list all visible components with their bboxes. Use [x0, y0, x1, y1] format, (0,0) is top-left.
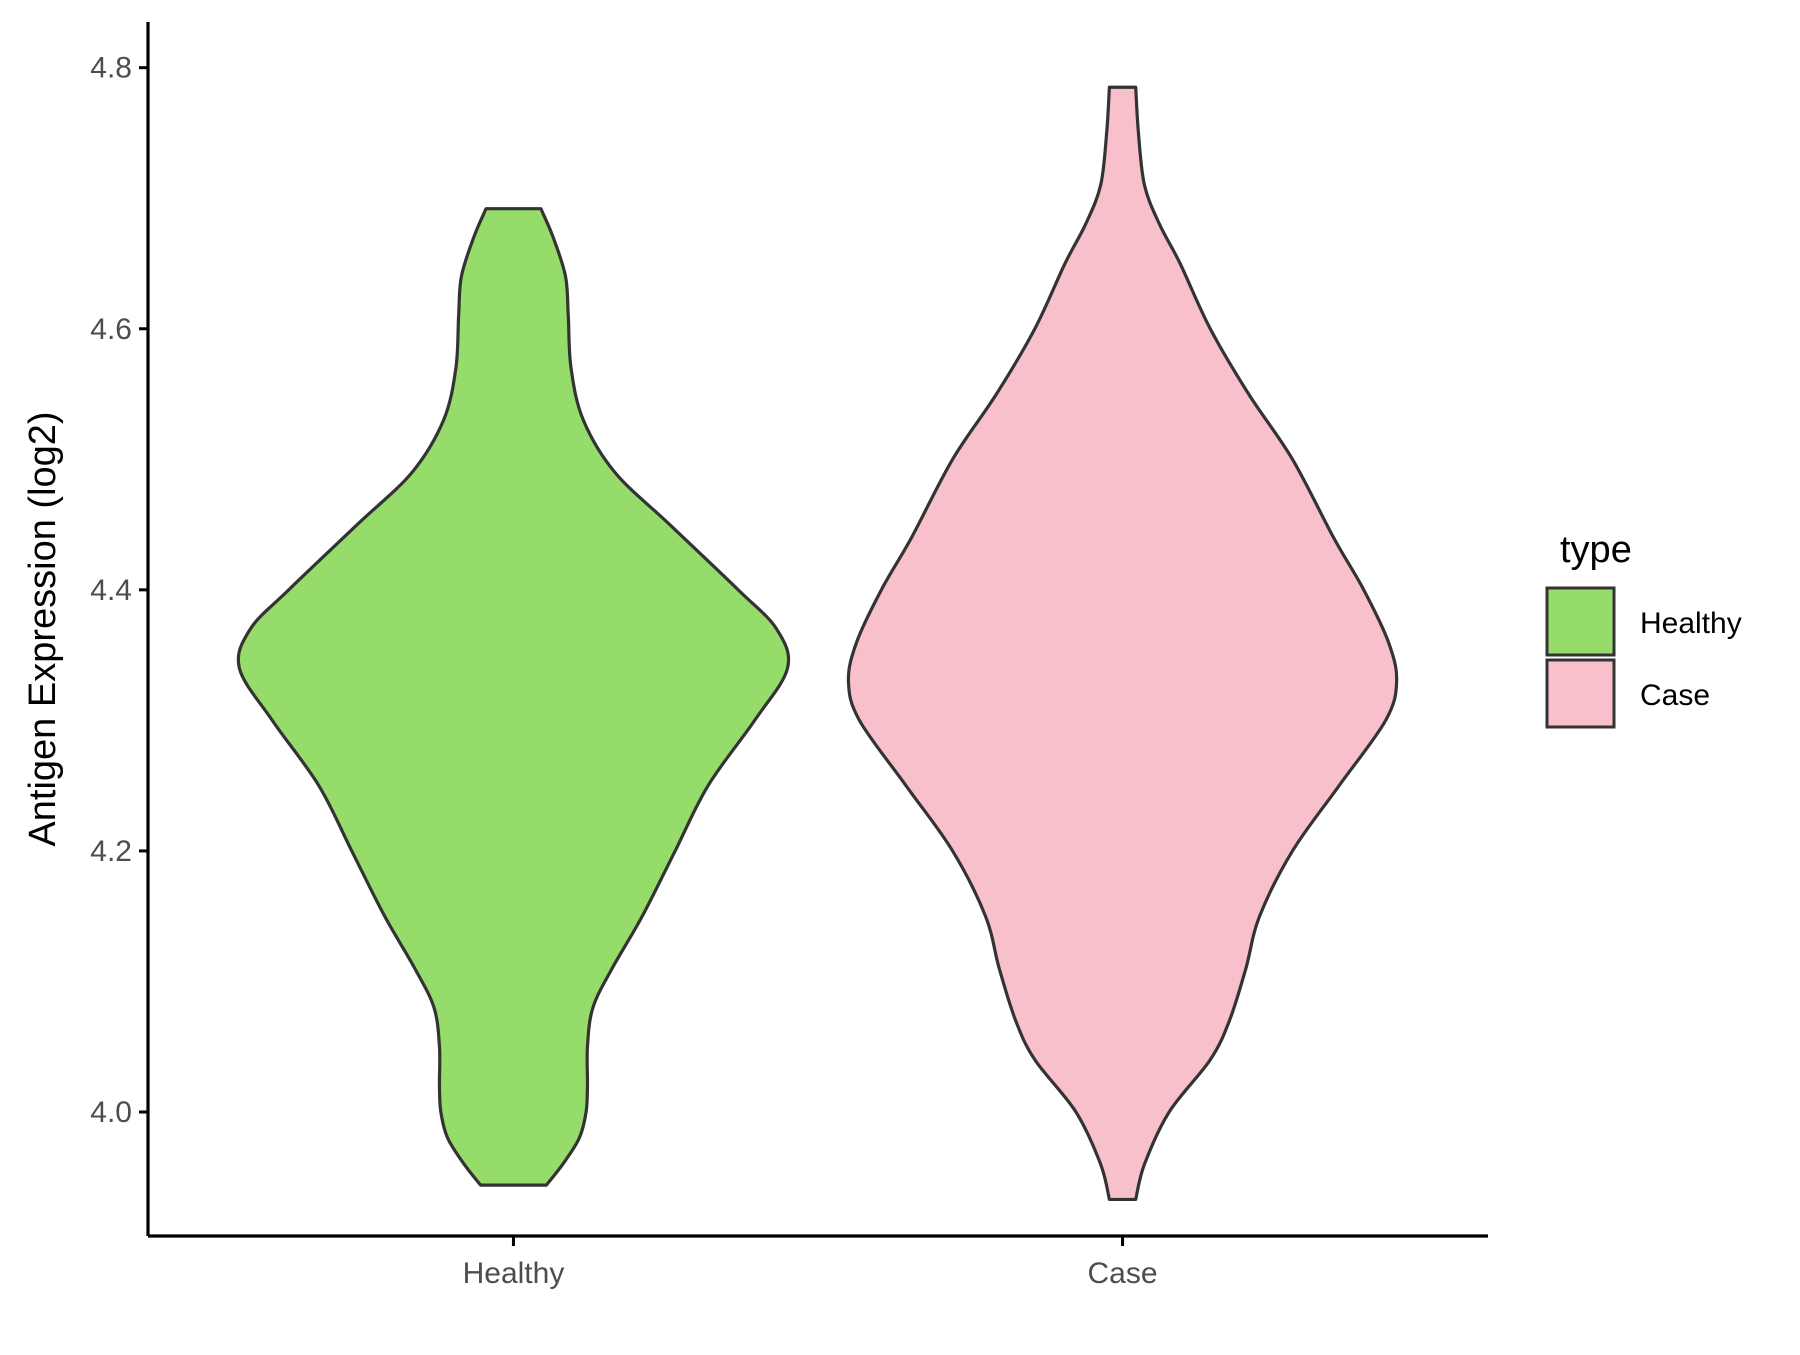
legend-items: Healthy Case — [1545, 586, 1742, 729]
y-axis-title: Antigen Expression (log2) — [22, 411, 64, 846]
y-tick-label: 4.2 — [90, 835, 132, 868]
y-tick-label: 4.4 — [90, 574, 132, 607]
x-tick-label: Healthy — [463, 1257, 565, 1290]
violin-healthy — [236, 207, 791, 1187]
y-tick-label: 4.6 — [90, 313, 132, 346]
y-tick-label: 4.0 — [90, 1096, 132, 1129]
y-tick-label: 4.8 — [90, 52, 132, 85]
x-axis-ticks: Healthy Case — [463, 1236, 1158, 1290]
violins-layer — [236, 85, 1399, 1202]
legend: type Healthy Case — [1545, 529, 1742, 729]
legend-swatch-healthy — [1545, 586, 1616, 657]
x-tick-label: Case — [1088, 1257, 1158, 1290]
legend-label-healthy: Healthy — [1640, 607, 1742, 640]
legend-label-case: Case — [1640, 679, 1710, 712]
violin-case — [846, 85, 1399, 1202]
legend-title: type — [1560, 529, 1632, 571]
legend-swatch-case — [1545, 658, 1616, 729]
y-axis-ticks: 4.0 4.2 4.4 4.6 4.8 — [90, 52, 148, 1129]
